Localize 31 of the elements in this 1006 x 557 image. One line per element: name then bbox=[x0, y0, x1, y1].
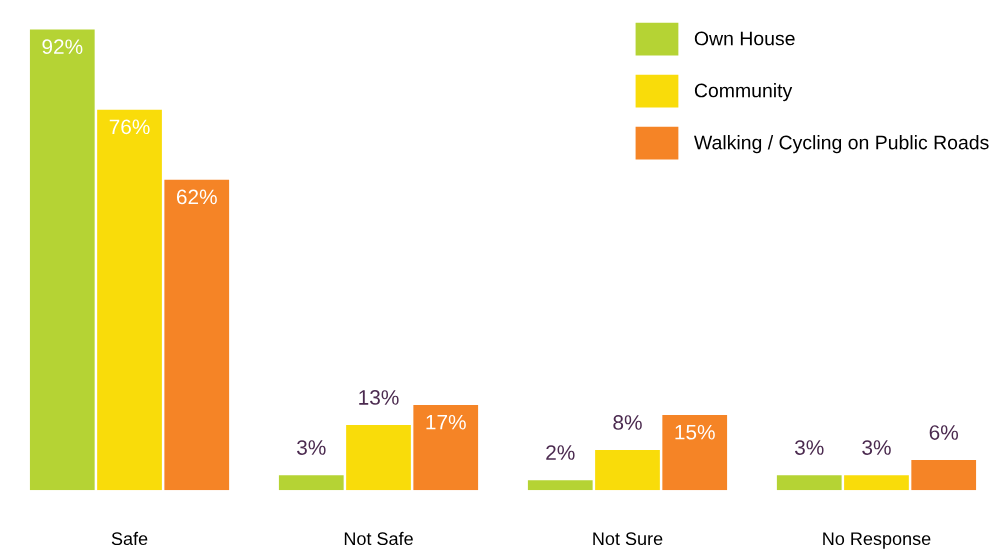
data-label: 3% bbox=[297, 440, 326, 455]
data-label: 76% bbox=[109, 119, 150, 135]
data-label: 13% bbox=[359, 390, 399, 405]
data-label: 6% bbox=[929, 425, 959, 440]
legend-label: Community bbox=[694, 83, 793, 102]
x-tick-label: Safe bbox=[111, 531, 148, 546]
data-label: 62% bbox=[176, 189, 217, 205]
bar bbox=[527, 480, 593, 491]
bar bbox=[911, 460, 977, 491]
data-label: 2% bbox=[546, 445, 575, 460]
data-label: 15% bbox=[675, 424, 715, 440]
data-label: 3% bbox=[862, 440, 891, 455]
data-label: 92% bbox=[42, 39, 83, 55]
data-label: 3% bbox=[794, 440, 824, 455]
bar bbox=[844, 475, 909, 491]
legend-label: Own House bbox=[694, 31, 795, 46]
bar bbox=[413, 405, 479, 491]
bar bbox=[776, 475, 842, 491]
bar bbox=[97, 109, 162, 491]
bar bbox=[29, 29, 95, 491]
x-tick-label: Not Safe bbox=[344, 531, 413, 546]
x-tick-label: No Response bbox=[823, 532, 931, 549]
bar bbox=[662, 415, 728, 491]
bar bbox=[164, 179, 230, 491]
bar bbox=[278, 475, 344, 491]
data-label: 8% bbox=[613, 415, 642, 430]
bar bbox=[346, 425, 411, 491]
data-label: 17% bbox=[426, 414, 466, 430]
legend-label: Walking / Cycling on Public Roads bbox=[694, 135, 989, 154]
x-tick-label: Not Sure bbox=[593, 532, 663, 546]
bar bbox=[595, 450, 660, 491]
